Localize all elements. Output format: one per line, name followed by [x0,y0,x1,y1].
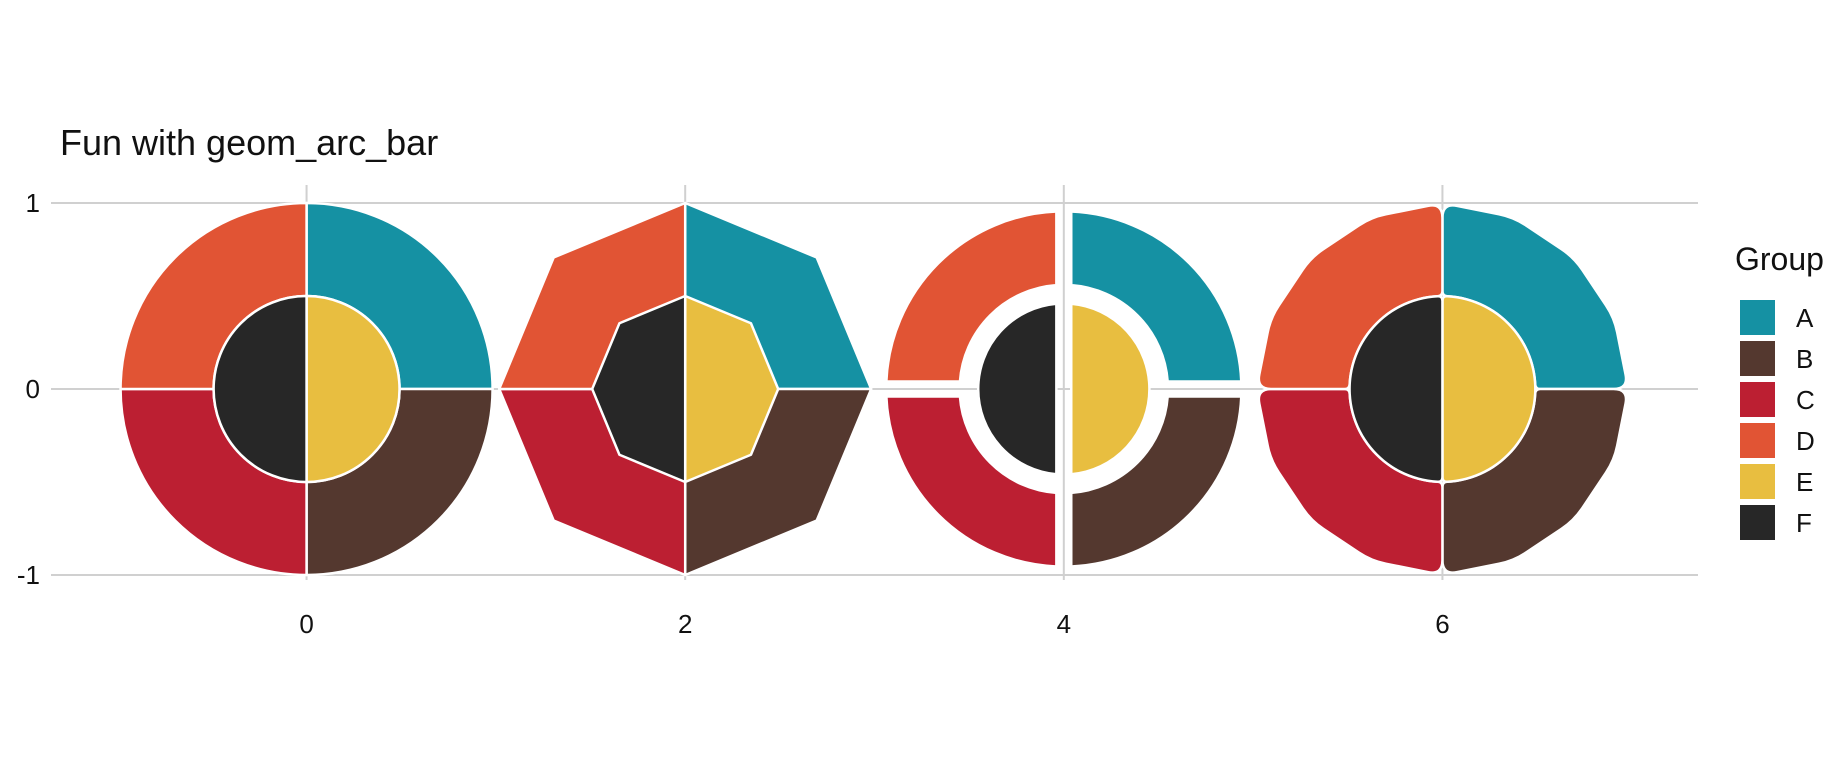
legend-label-d: D [1796,426,1815,456]
arc-b [1070,395,1243,568]
legend-title: Group [1735,241,1824,277]
arc-panel [119,201,494,577]
arc-f [590,294,687,484]
axis-layer: -1 0 1 0 2 4 6 [17,188,1450,639]
arc-d [885,210,1058,383]
arc-panel [885,210,1243,568]
arc-a [1070,210,1243,383]
arc-f [977,302,1058,476]
chart-title: Fun with geom_arc_bar [60,122,438,163]
mark-layer [119,201,1628,577]
legend-swatch-f [1740,505,1775,540]
legend-swatch-d [1740,423,1775,458]
legend-label-c: C [1796,385,1815,415]
arc-f [212,294,308,484]
arc-panel [497,201,873,577]
legend-swatch-a [1740,300,1775,335]
x-tick-label: 0 [299,609,313,639]
legend-swatch-b [1740,341,1775,376]
y-tick-label: 1 [26,188,40,218]
arc-e [1070,302,1151,476]
arc-e [305,294,401,484]
x-tick-label: 2 [678,609,692,639]
legend-label-f: F [1796,508,1812,538]
arc-f [1348,294,1444,484]
arc-c [885,395,1058,568]
legend-label-e: E [1796,467,1813,497]
legend-label-a: A [1796,303,1814,333]
legend-swatch-e [1740,464,1775,499]
legend-label-b: B [1796,344,1813,374]
legend-swatch-c [1740,382,1775,417]
arc-panel [1257,204,1628,574]
arc-e [1441,294,1537,484]
y-tick-label: 0 [26,374,40,404]
x-tick-label: 4 [1057,609,1071,639]
y-tick-label: -1 [17,560,40,590]
x-tick-label: 6 [1435,609,1449,639]
